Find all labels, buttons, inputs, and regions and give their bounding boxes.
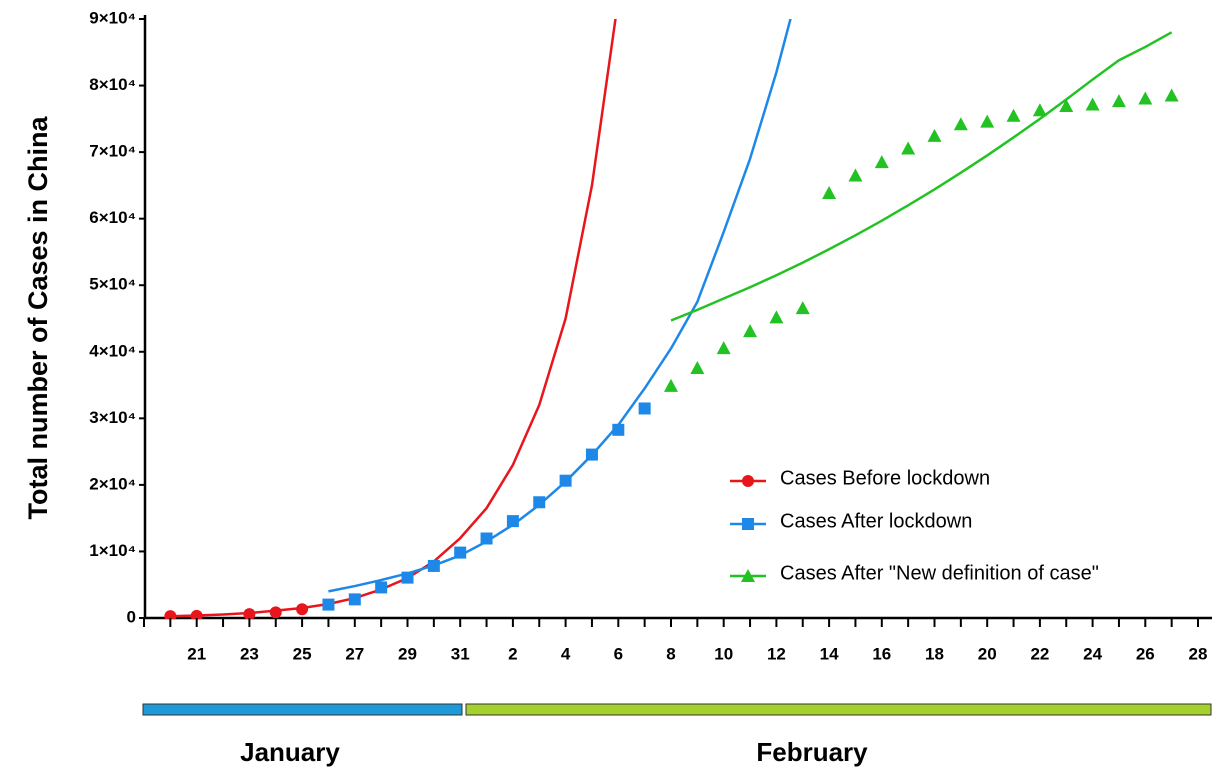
x-tick-label: 25 bbox=[293, 644, 312, 663]
y-axis-title: Total number of Cases in China bbox=[23, 115, 53, 519]
x-tick-label: 27 bbox=[345, 644, 364, 663]
fit-line bbox=[670, 31, 1173, 322]
point bbox=[1032, 103, 1047, 117]
legend-marker bbox=[742, 518, 754, 530]
point bbox=[296, 603, 309, 616]
point bbox=[848, 168, 863, 182]
month-bar bbox=[142, 703, 463, 716]
y-tick-label: 6×10⁴ bbox=[89, 208, 136, 227]
legend-label: Cases After lockdown bbox=[780, 510, 972, 532]
month-bar bbox=[465, 703, 1212, 716]
x-tick-label: 12 bbox=[767, 644, 786, 663]
plot-area bbox=[164, 19, 1179, 619]
point bbox=[506, 515, 519, 528]
point bbox=[953, 117, 968, 131]
x-tick-label: 31 bbox=[451, 644, 470, 663]
y-tick-label: 8×10⁴ bbox=[89, 75, 136, 94]
point bbox=[795, 301, 810, 315]
point bbox=[690, 361, 705, 375]
y-tick-label: 0 bbox=[127, 607, 136, 626]
x-tick-label: 21 bbox=[187, 644, 206, 663]
point bbox=[716, 341, 731, 355]
point bbox=[559, 474, 572, 487]
point bbox=[401, 571, 414, 584]
point bbox=[1006, 108, 1021, 122]
point bbox=[480, 532, 493, 545]
x-tick-label: 4 bbox=[561, 644, 571, 663]
legend-label: Cases Before lockdown bbox=[780, 467, 990, 489]
x-tick-label: 16 bbox=[872, 644, 891, 663]
point bbox=[375, 581, 388, 594]
point bbox=[322, 598, 335, 611]
x-tick-label: 24 bbox=[1083, 644, 1102, 663]
point bbox=[743, 324, 758, 338]
point bbox=[348, 593, 361, 606]
point bbox=[927, 128, 942, 142]
x-tick-label: 28 bbox=[1189, 644, 1208, 663]
point bbox=[1085, 97, 1100, 111]
fit-line bbox=[170, 19, 617, 618]
point bbox=[901, 141, 916, 155]
y-tick-label: 2×10⁴ bbox=[89, 474, 136, 493]
x-tick-label: 29 bbox=[398, 644, 417, 663]
x-tick-label: 6 bbox=[614, 644, 623, 663]
legend-label: Cases After "New definition of case" bbox=[780, 562, 1099, 584]
point bbox=[664, 378, 678, 392]
point bbox=[980, 114, 995, 128]
month-label: January bbox=[240, 737, 340, 767]
y-tick-label: 3×10⁴ bbox=[89, 408, 136, 427]
x-tick-label: 18 bbox=[925, 644, 944, 663]
y-tick-label: 7×10⁴ bbox=[89, 142, 136, 161]
point bbox=[454, 546, 467, 559]
legend-marker bbox=[742, 475, 754, 487]
x-tick-label: 2 bbox=[508, 644, 517, 663]
x-tick-label: 20 bbox=[978, 644, 997, 663]
point bbox=[769, 310, 784, 324]
month-label: February bbox=[756, 737, 868, 767]
point bbox=[1059, 98, 1074, 112]
y-tick-label: 9×10⁴ bbox=[89, 8, 136, 27]
point bbox=[874, 155, 889, 169]
x-tick-label: 23 bbox=[240, 644, 259, 663]
x-tick-label: 14 bbox=[820, 644, 839, 663]
point bbox=[822, 186, 837, 200]
point bbox=[585, 448, 598, 461]
y-tick-label: 4×10⁴ bbox=[89, 341, 136, 360]
point bbox=[612, 423, 625, 436]
point bbox=[638, 402, 651, 415]
point bbox=[1164, 88, 1179, 102]
point bbox=[269, 606, 282, 619]
y-tick-label: 5×10⁴ bbox=[89, 275, 136, 294]
legend-marker bbox=[741, 569, 755, 582]
point bbox=[190, 609, 203, 619]
point bbox=[164, 610, 177, 619]
y-tick-label: 1×10⁴ bbox=[89, 541, 136, 560]
point bbox=[427, 559, 440, 572]
x-tick-label: 22 bbox=[1030, 644, 1049, 663]
point bbox=[1111, 94, 1126, 108]
point bbox=[533, 496, 546, 509]
x-tick-label: 10 bbox=[714, 644, 733, 663]
point bbox=[243, 608, 256, 619]
x-tick-label: 26 bbox=[1136, 644, 1155, 663]
point bbox=[1138, 91, 1153, 105]
x-tick-label: 8 bbox=[666, 644, 675, 663]
